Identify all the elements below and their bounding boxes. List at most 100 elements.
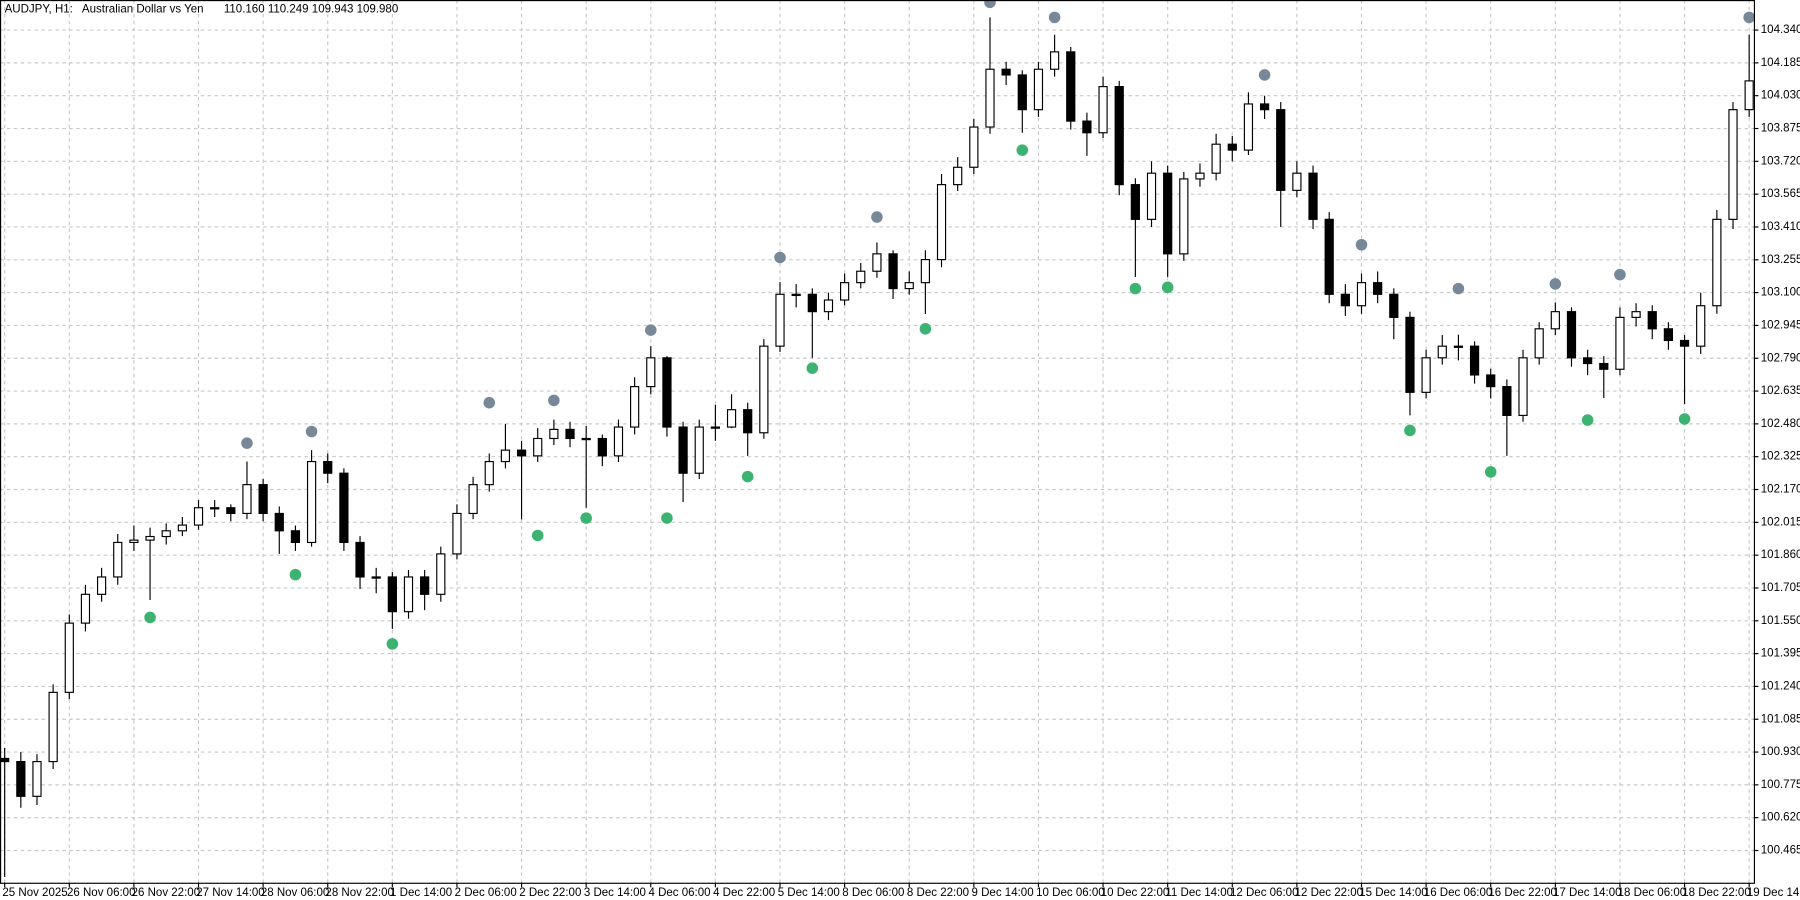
candle-body xyxy=(1437,345,1447,359)
candle-body xyxy=(1405,316,1415,393)
x-tick-label: 18 Dec 06:00 xyxy=(1618,887,1687,899)
candle-body xyxy=(985,68,995,128)
candle-body xyxy=(1647,311,1657,330)
y-tick-label: 100.465 xyxy=(1761,845,1800,857)
candle-body xyxy=(145,535,155,541)
signal-dot xyxy=(548,394,560,407)
x-tick-label: 15 Dec 14:00 xyxy=(1359,887,1428,899)
candle-body xyxy=(161,530,171,538)
candle-body xyxy=(1340,293,1350,307)
y-tick-label: 103.410 xyxy=(1761,221,1800,233)
candle-body xyxy=(1308,172,1318,220)
candle-body xyxy=(759,345,769,434)
y-tick-label: 102.015 xyxy=(1761,516,1800,528)
y-tick-label: 103.255 xyxy=(1761,254,1800,266)
candle-body xyxy=(1534,328,1544,359)
candle-body xyxy=(1227,143,1237,151)
signal-dot xyxy=(144,611,156,624)
y-tick-label: 102.170 xyxy=(1761,484,1800,496)
candle-body xyxy=(1292,172,1302,191)
x-tick-label: 9 Dec 14:00 xyxy=(972,887,1034,899)
signal-dot xyxy=(1484,466,1497,478)
x-tick-label: 5 Dec 14:00 xyxy=(778,887,840,899)
candle-body xyxy=(1259,103,1270,111)
x-tick-label: 2 Dec 06:00 xyxy=(455,887,517,899)
candle-body xyxy=(1001,68,1011,76)
candle-body xyxy=(1098,86,1108,134)
y-tick-label: 104.030 xyxy=(1761,90,1800,102)
x-tick-label: 2 Dec 22:00 xyxy=(519,887,581,899)
y-tick-label: 101.860 xyxy=(1761,549,1800,561)
y-tick-label: 102.480 xyxy=(1761,418,1800,430)
candle-body xyxy=(1211,143,1221,174)
signal-dot xyxy=(1048,11,1061,24)
candle-body xyxy=(1453,345,1464,348)
candle-body xyxy=(1243,103,1254,151)
y-tick-label: 102.945 xyxy=(1761,319,1800,331)
candle-body xyxy=(662,357,672,428)
candle-body xyxy=(1615,316,1625,370)
plot-layer xyxy=(0,0,1755,877)
axes-layer: 100.465 100.620 100.775 100.930 101.085 101.2… xyxy=(2,24,1800,899)
candle-body xyxy=(1163,172,1173,255)
candle-body xyxy=(1195,172,1205,180)
x-tick-label: 18 Dec 22:00 xyxy=(1682,887,1751,899)
candle-body xyxy=(1146,172,1157,220)
y-tick-label: 103.875 xyxy=(1761,123,1800,135)
candle-body xyxy=(96,576,107,595)
candle-body xyxy=(549,428,559,440)
candle-body xyxy=(969,126,979,168)
candle-body xyxy=(484,460,494,486)
candle-body xyxy=(1744,80,1754,111)
candle-body xyxy=(210,507,220,510)
candle-body xyxy=(1373,282,1383,295)
candle-body xyxy=(1486,374,1496,388)
candle-body xyxy=(48,691,58,763)
candle-body xyxy=(1631,311,1641,318)
signal-dot xyxy=(1129,282,1142,295)
candle-body xyxy=(177,524,187,532)
candle-body xyxy=(1679,339,1690,347)
candle-body xyxy=(129,539,139,544)
signal-dot xyxy=(1614,268,1626,281)
signal-dot xyxy=(305,425,318,438)
candle-body xyxy=(516,449,527,457)
candle-body xyxy=(743,409,753,434)
signal-dot xyxy=(483,396,496,409)
x-tick-label: 4 Dec 06:00 xyxy=(648,887,710,899)
signal-dot xyxy=(1743,11,1755,24)
y-tick-label: 101.085 xyxy=(1761,713,1800,725)
y-tick-label: 100.775 xyxy=(1761,779,1800,791)
x-tick-label: 28 Nov 06:00 xyxy=(261,887,330,899)
signal-dot xyxy=(1678,413,1691,425)
candle-body xyxy=(16,761,26,797)
candle-body xyxy=(726,409,737,428)
candle-body xyxy=(597,437,607,457)
candle-body xyxy=(355,541,365,578)
candle-body xyxy=(710,426,721,429)
candle-body xyxy=(339,472,349,544)
candle-body xyxy=(936,184,947,261)
candle-body xyxy=(306,460,317,544)
signal-dot xyxy=(1258,69,1271,81)
y-tick-label: 104.340 xyxy=(1761,24,1800,36)
candle-body xyxy=(1518,357,1528,416)
candle-body xyxy=(1502,386,1512,416)
signal-dot xyxy=(1016,144,1029,156)
candle-body xyxy=(904,282,914,290)
candle-body xyxy=(1356,282,1367,307)
x-tick-label: 27 Nov 14:00 xyxy=(196,887,265,899)
candle-body xyxy=(0,757,10,763)
signal-dot xyxy=(1161,281,1174,294)
signal-dot xyxy=(919,323,932,335)
candle-body xyxy=(193,507,204,526)
candle-body xyxy=(420,576,430,595)
candle-body xyxy=(791,293,801,297)
candle-body xyxy=(1082,120,1092,134)
candle-body xyxy=(1583,357,1593,365)
y-tick-label: 101.705 xyxy=(1761,582,1800,594)
signal-dot xyxy=(531,529,544,542)
candle-body xyxy=(840,282,850,301)
